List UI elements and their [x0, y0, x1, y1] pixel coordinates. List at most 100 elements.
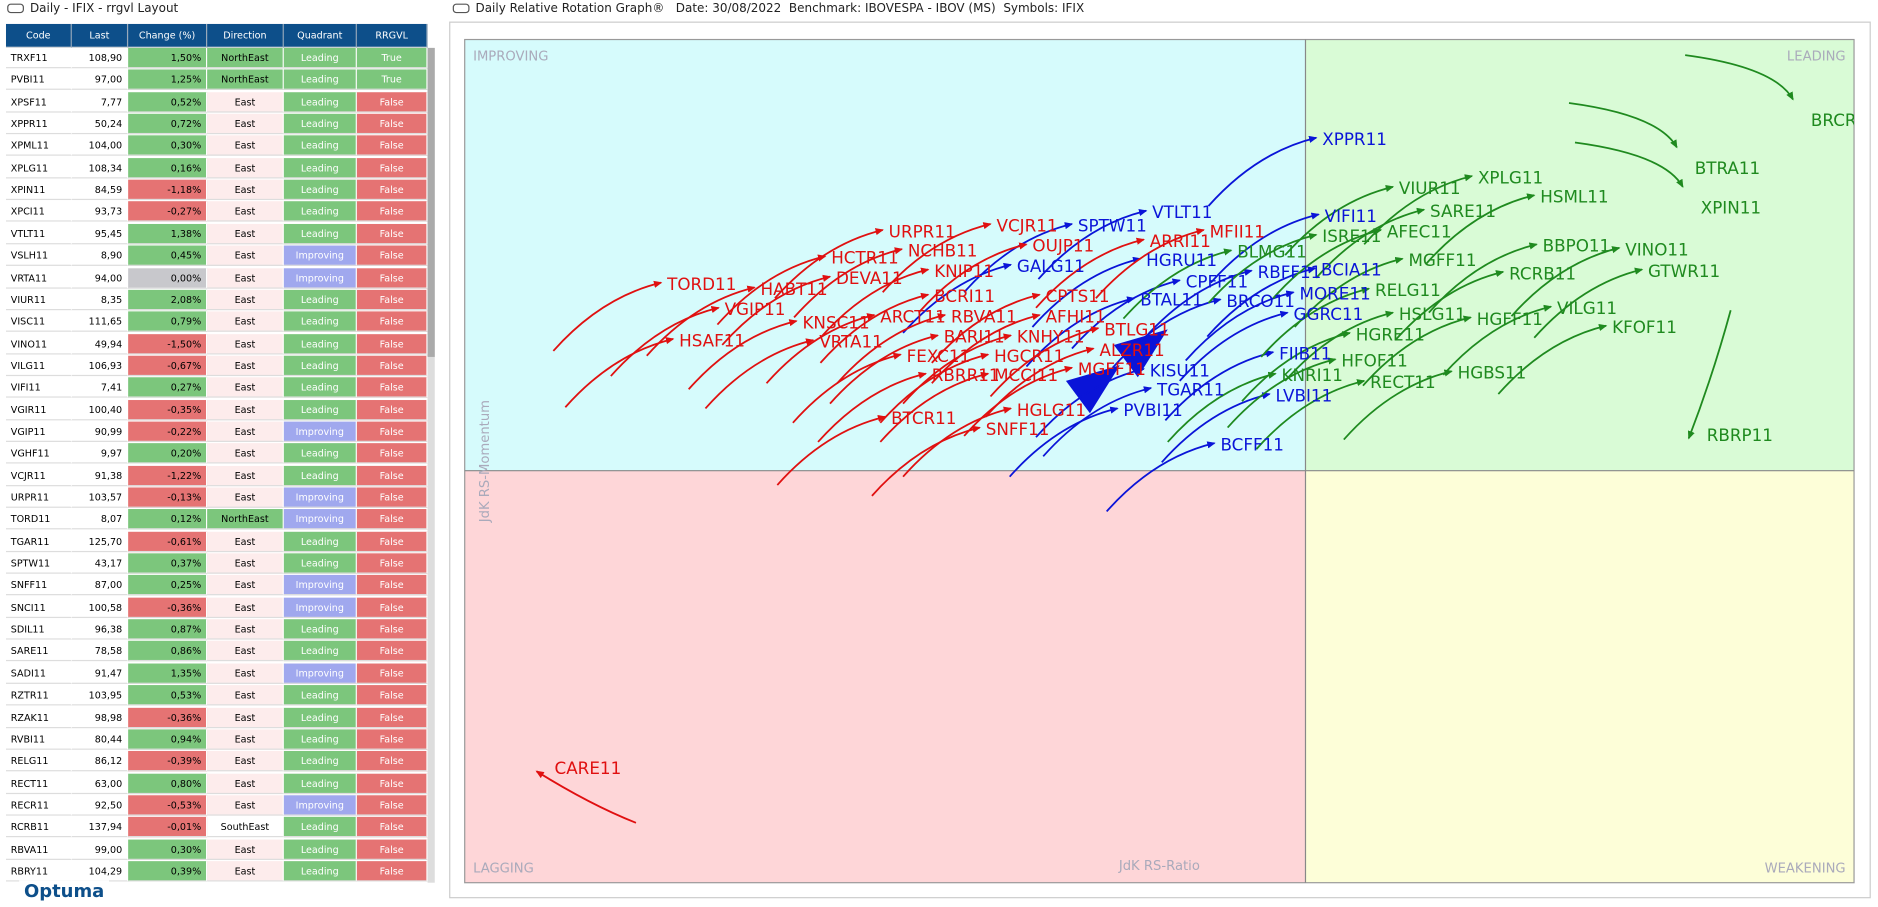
table-cell: 0,80%	[128, 773, 208, 794]
symbol-tail	[765, 313, 876, 384]
column-header[interactable]: Code	[5, 23, 72, 48]
table-cell: RCRB11	[5, 817, 72, 838]
symbol-tail	[1510, 246, 1621, 317]
trail-head	[1113, 329, 1168, 378]
table-row[interactable]: RCRB11 137,94 -0,01% SouthEast Leading False	[5, 817, 428, 839]
table-cell: East	[207, 355, 284, 376]
table-cell: -0,67%	[128, 355, 208, 376]
symbol-label: RECT11	[1370, 372, 1435, 392]
table-row[interactable]: RVBI11 80,44 0,94% East Leading False	[5, 729, 428, 751]
table-row[interactable]: VSLH11 8,90 0,45% East Improving False	[5, 245, 428, 268]
table-row[interactable]: VIUR11 8,35 2,08% East Leading False	[5, 289, 428, 312]
table-row[interactable]: VGIR11 100,40 -0,35% East Leading False	[5, 399, 428, 422]
table-cell: 49,94	[71, 333, 129, 354]
table-row[interactable]: RELG11 86,12 -0,39% East Leading False	[5, 751, 428, 773]
symbol-tail	[774, 228, 884, 299]
symbol-label: BRCO11	[1226, 291, 1295, 311]
table-row[interactable]: RZTR11 103,95 0,53% East Leading False	[5, 685, 428, 707]
symbol-label: BTAL11	[1140, 290, 1203, 310]
column-header[interactable]: Change (%)	[128, 23, 208, 48]
symbol-label: RBRR11	[932, 365, 1000, 385]
table-cell: SADI11	[5, 663, 72, 684]
table-cell: 91,47	[71, 663, 129, 684]
table-cell: 103,57	[71, 487, 129, 508]
improving-quadrant	[464, 39, 1306, 471]
table-row[interactable]: SDIL11 96,38 0,87% East Leading False	[5, 619, 428, 641]
table-row[interactable]: XPIN11 84,59 -1,18% East Leading False	[5, 179, 428, 202]
table-row[interactable]: PVBI11 97,00 1,25% NorthEast Leading True	[5, 69, 428, 92]
table-cell: East	[207, 245, 284, 267]
table-row[interactable]: RECT11 63,00 0,80% East Leading False	[5, 773, 428, 795]
symbol-tail	[902, 262, 1013, 334]
table-row[interactable]: URPR11 103,57 -0,13% East Improving False	[5, 487, 428, 509]
table-cell: East	[207, 113, 284, 135]
table-row[interactable]: VTLT11 95,45 1,38% East Leading False	[5, 223, 428, 246]
table-cell: Improving	[283, 575, 357, 596]
table-row[interactable]: XPCI11 93,73 -0,27% East Leading False	[5, 201, 428, 224]
table-row[interactable]: VGHF11 9,97 0,20% East Leading False	[5, 443, 428, 466]
table-cell: 100,58	[71, 597, 129, 618]
symbol-label: RBVA11	[951, 306, 1017, 326]
table-row[interactable]: VRTA11 94,00 0,00% East Improving False	[5, 267, 428, 290]
table-cell: False	[356, 817, 428, 838]
column-header[interactable]: Quadrant	[283, 23, 357, 48]
table-row[interactable]: VCJR11 91,38 -1,22% East Leading False	[5, 465, 428, 487]
table-row[interactable]: SNFF11 87,00 0,25% East Improving False	[5, 575, 428, 597]
column-header[interactable]: Direction	[207, 23, 284, 48]
table-cell: 91,38	[71, 465, 129, 486]
column-header[interactable]: Last	[71, 23, 129, 48]
symbol-tail	[1568, 102, 1678, 149]
symbol-tail	[1394, 270, 1505, 341]
table-row[interactable]: VIFI11 7,41 0,27% East Leading False	[5, 377, 428, 400]
table-row[interactable]: VGIP11 90,99 -0,22% East Improving False	[5, 421, 428, 444]
table-row[interactable]: RECR11 92,50 -0,53% East Improving False	[5, 795, 428, 817]
table-row[interactable]: TORD11 8,07 0,12% NorthEast Improving False	[5, 509, 428, 531]
graph-title: Daily Relative Rotation Graph®	[475, 2, 665, 16]
table-row[interactable]: XPML11 104,00 0,30% East Leading False	[5, 135, 428, 158]
symbol-label: HSLG11	[1399, 304, 1466, 324]
table-cell: 0,12%	[128, 509, 208, 530]
symbol-tail	[931, 292, 1041, 364]
table-cell: RVBI11	[5, 729, 72, 750]
table-row[interactable]: SPTW11 43,17 0,37% East Leading False	[5, 553, 428, 575]
symbol-label: LVBI11	[1276, 385, 1333, 405]
table-row[interactable]: SADI11 91,47 1,35% East Improving False	[5, 663, 428, 685]
table-cell: False	[356, 685, 428, 706]
table-cell: -0,36%	[128, 707, 208, 728]
table-row[interactable]: XPPR11 50,24 0,72% East Leading False	[5, 113, 428, 136]
quadrant-label: IMPROVING	[473, 49, 548, 64]
table-cell: East	[207, 487, 284, 508]
table-row[interactable]: RZAK11 98,98 -0,36% East Leading False	[5, 707, 428, 729]
table-row[interactable]: VILG11 106,93 -0,67% East Leading False	[5, 355, 428, 378]
table-row[interactable]: SARE11 78,58 0,86% East Leading False	[5, 641, 428, 663]
table-cell: East	[207, 839, 284, 860]
table-row[interactable]: XPSF11 7,77 0,52% East Leading False	[5, 91, 428, 114]
table-row[interactable]: VINO11 49,94 -1,50% East Leading False	[5, 333, 428, 356]
table-cell: 63,00	[71, 773, 129, 794]
table-row[interactable]: XPLG11 108,34 0,16% East Leading False	[5, 157, 428, 180]
table-row[interactable]: TGAR11 125,70 -0,61% East Leading False	[5, 531, 428, 553]
symbol-label: ALZR11	[1099, 340, 1164, 360]
scrollbar[interactable]	[427, 47, 435, 883]
table-cell: False	[356, 465, 428, 486]
table-cell: 8,35	[71, 289, 129, 311]
table-cell: East	[207, 443, 284, 464]
symbol-tail	[1031, 256, 1142, 328]
table-cell: East	[207, 795, 284, 816]
table-row[interactable]: VISC11 111,65 0,79% East Leading False	[5, 311, 428, 334]
table-row[interactable]: TRXF11 108,90 1,50% NorthEast Leading True	[5, 47, 428, 70]
table-cell: Improving	[283, 663, 357, 684]
table-row[interactable]: RBVA11 99,00 0,30% East Leading False	[5, 839, 428, 861]
symbol-label: VCJR11	[996, 215, 1057, 235]
symbol-tail	[963, 365, 1074, 437]
symbol-tail	[1272, 228, 1383, 299]
symbol-label: MGFF11	[1408, 250, 1476, 270]
table-cell: East	[207, 91, 284, 113]
table-cell: 111,65	[71, 311, 129, 332]
table-row[interactable]: RBRY11 104,29 0,39% East Leading False	[5, 861, 428, 883]
table-cell: False	[356, 531, 428, 552]
table-cell: Leading	[283, 113, 357, 135]
table-row[interactable]: SNCI11 100,58 -0,36% East Improving False	[5, 597, 428, 619]
column-header[interactable]: RRGVL	[356, 23, 428, 48]
table-cell: 125,70	[71, 531, 129, 552]
